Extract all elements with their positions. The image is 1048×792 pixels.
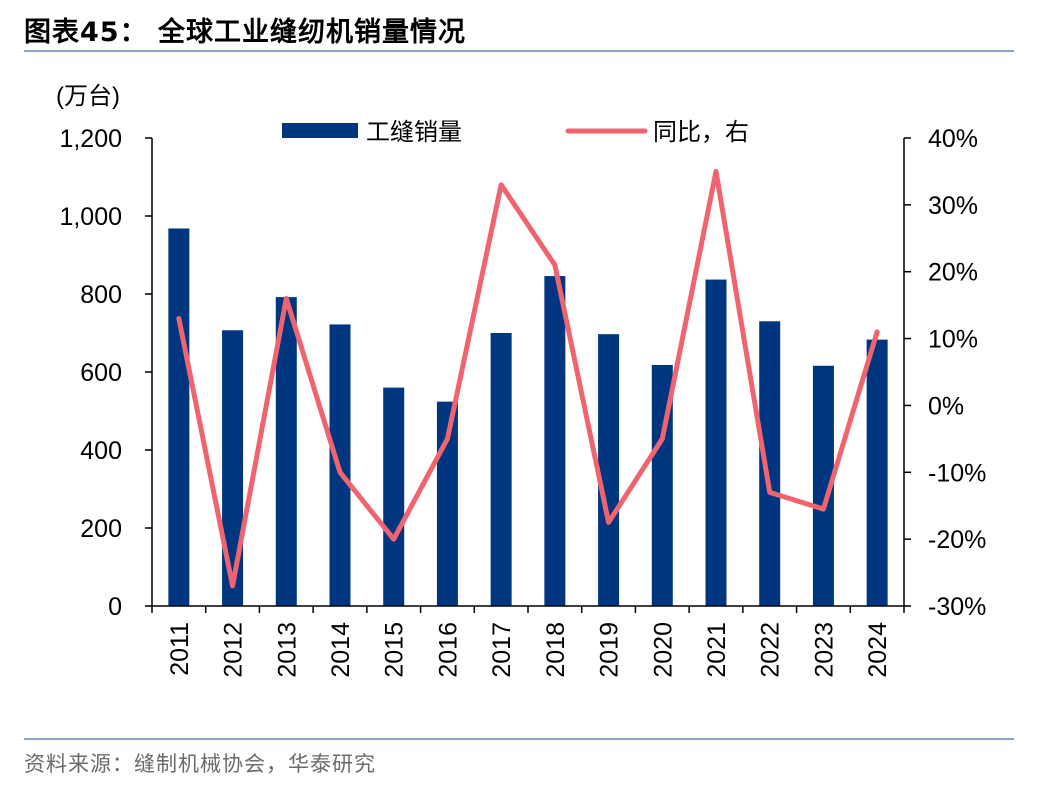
right-tick-label: 30% (928, 192, 978, 220)
bar-2024 (866, 339, 888, 606)
x-tick-label: 2022 (757, 622, 785, 678)
right-tick-label: -10% (928, 459, 986, 487)
x-tick-label: 2023 (810, 622, 838, 678)
right-tick-label: -30% (928, 593, 986, 621)
bar-2011 (168, 228, 190, 607)
bar-2018 (544, 276, 566, 606)
left-tick-label: 800 (80, 281, 122, 309)
left-tick-label: 1,000 (59, 203, 122, 231)
title-divider (24, 50, 1014, 52)
x-tick-label: 2021 (703, 622, 731, 678)
chart-axes (145, 137, 911, 613)
tick-labels: 0 200 400 600 800 1,000 1,200 (万台) -30% -20% -10% 0… (56, 83, 986, 678)
legend-swatch-bar (282, 123, 358, 138)
bar-2019 (598, 334, 620, 606)
yoy-line (176, 168, 880, 589)
legend-label-line: 同比，右 (653, 119, 749, 146)
x-tick-label: 2016 (434, 622, 462, 678)
bar-2013 (275, 297, 297, 606)
bar-2022 (759, 321, 781, 606)
bar-series (168, 228, 888, 607)
bar-2015 (383, 387, 405, 606)
bar-2023 (812, 365, 834, 606)
line-series (176, 168, 880, 589)
chart-legend: 工缝销量 同比，右 (282, 119, 749, 146)
x-tick-label: 2011 (166, 622, 194, 676)
bar-2021 (705, 279, 727, 606)
source-note: 资料来源：缝制机械协会，华泰研究 (24, 752, 376, 776)
x-tick-label: 2018 (542, 622, 570, 678)
legend-label-bar: 工缝销量 (366, 119, 462, 146)
x-tick-label: 2013 (273, 622, 301, 678)
right-tick-label: 0% (928, 392, 964, 420)
left-tick-label: 0 (108, 593, 122, 621)
x-tick-label: 2015 (381, 622, 409, 678)
source-divider (24, 738, 1014, 740)
left-tick-label: 1,200 (59, 125, 122, 153)
x-tick-label: 2020 (649, 622, 677, 678)
x-tick-label: 2024 (864, 622, 892, 678)
x-tick-label: 2019 (596, 622, 624, 678)
right-tick-label: 20% (928, 259, 978, 287)
x-tick-label: 2014 (327, 622, 355, 678)
right-tick-label: 40% (928, 125, 978, 153)
left-tick-label: 400 (80, 437, 122, 465)
left-axis-unit: (万台) (56, 83, 120, 110)
x-tick-label: 2017 (488, 622, 516, 678)
right-tick-label: -20% (928, 526, 986, 554)
x-tick-label: 2012 (220, 622, 248, 678)
bar-2012 (222, 330, 244, 606)
left-tick-label: 600 (80, 359, 122, 387)
bar-2017 (490, 333, 512, 606)
right-tick-label: 10% (928, 326, 978, 354)
figure-title: 图表45： 全球工业缝纫机销量情况 (24, 17, 466, 48)
left-tick-label: 200 (80, 515, 122, 543)
